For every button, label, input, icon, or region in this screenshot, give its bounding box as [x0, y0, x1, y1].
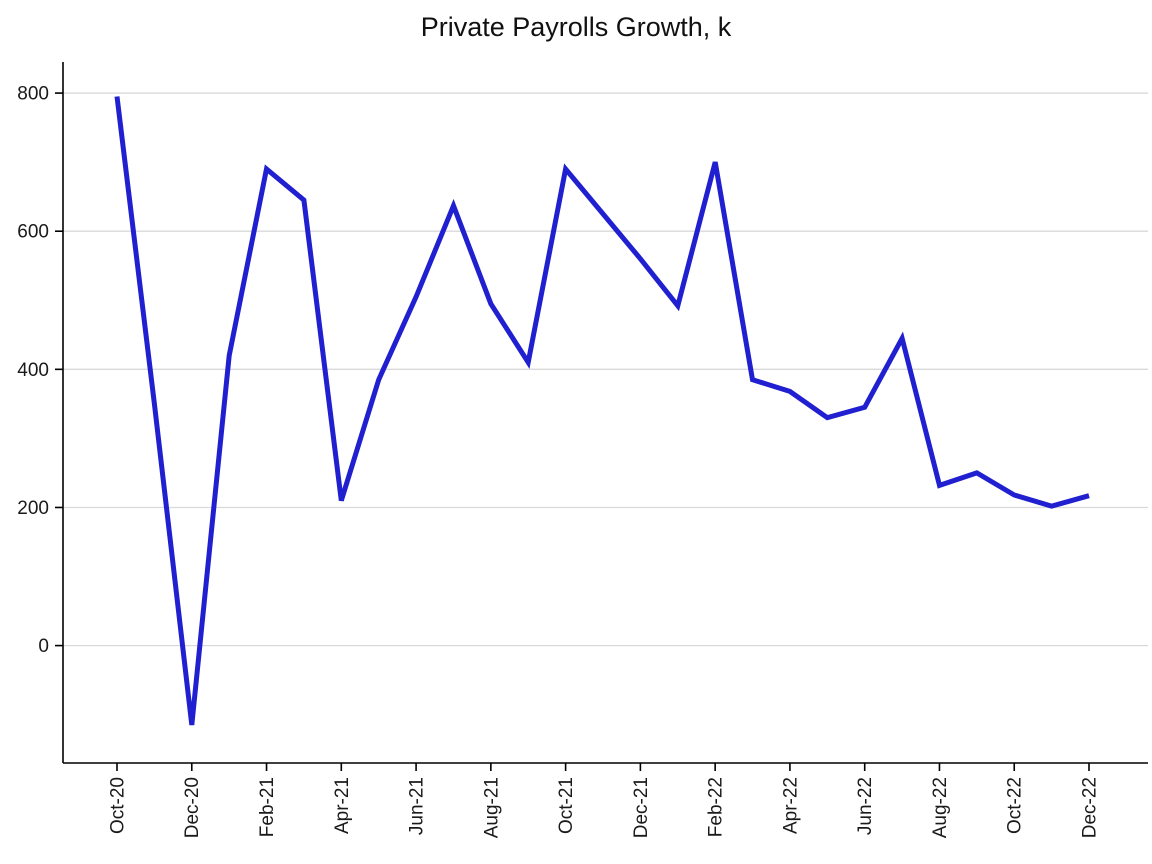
- x-tick-label-Aug-21: Aug-21: [481, 777, 502, 838]
- y-tick-label-0: 0: [38, 636, 49, 657]
- y-tick-label-400: 400: [17, 360, 49, 381]
- x-tick-label-Oct-20: Oct-20: [107, 777, 128, 834]
- y-axis-labels: 0 200 400 600 800: [17, 84, 49, 658]
- x-tick-label-Apr-22: Apr-22: [780, 777, 801, 834]
- x-tick-label-Dec-22: Dec-22: [1079, 777, 1100, 838]
- payrolls-series-line: [114, 96, 1090, 726]
- chart-title: Private Payrolls Growth, k: [421, 12, 732, 42]
- x-tick-label-Apr-21: Apr-21: [332, 777, 353, 834]
- x-tick-label-Dec-21: Dec-21: [631, 777, 652, 838]
- y-tick-label-600: 600: [17, 222, 49, 243]
- x-axis-ticks: [116, 763, 1090, 771]
- y-tick-label-800: 800: [17, 84, 49, 105]
- x-tick-label-Oct-22: Oct-22: [1005, 777, 1026, 834]
- x-tick-label-Oct-21: Oct-21: [556, 777, 577, 834]
- y-axis-ticks: [55, 92, 63, 647]
- x-tick-label-Dec-20: Dec-20: [182, 777, 203, 838]
- x-tick-label-Aug-22: Aug-22: [930, 777, 951, 838]
- x-axis-labels: Oct-20 Dec-20 Feb-21 Apr-21 Jun-21 Aug-21 Oct-…: [107, 777, 1100, 838]
- x-tick-label-Feb-22: Feb-22: [706, 777, 727, 837]
- x-tick-label-Jun-22: Jun-22: [855, 777, 876, 835]
- gridlines: [63, 92, 1148, 647]
- x-tick-label-Feb-21: Feb-21: [257, 777, 278, 837]
- x-tick-label-Jun-21: Jun-21: [407, 777, 428, 835]
- y-tick-label-200: 200: [17, 498, 49, 519]
